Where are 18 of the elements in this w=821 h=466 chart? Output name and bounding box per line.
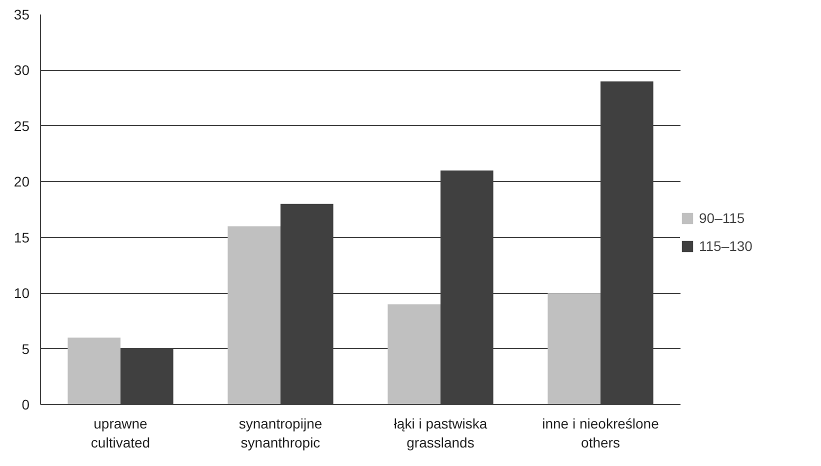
- x-tick-label: uprawne cultivated: [90, 416, 150, 451]
- y-tick-label: 15: [14, 229, 30, 246]
- bar: [548, 293, 600, 404]
- bar: [388, 304, 440, 404]
- y-tick-label: 35: [14, 6, 30, 22]
- y-tick-label: 10: [14, 285, 30, 302]
- x-tick-label: inne i nieokreślone others: [542, 416, 660, 451]
- y-tick-label: 5: [22, 340, 30, 357]
- y-tick-label: 30: [14, 62, 30, 78]
- y-tick-label: 0: [22, 396, 30, 412]
- bar: [228, 226, 280, 404]
- y-tick-label: 25: [14, 118, 30, 134]
- legend-label: 90–115: [699, 210, 746, 226]
- bar: [68, 338, 120, 404]
- x-tick-label: łąki i pastwiska grasslands: [394, 416, 488, 451]
- legend-label: 115–130: [699, 238, 754, 254]
- y-tick-label: 20: [14, 174, 30, 190]
- x-tick-label: synantropijne synanthropic: [238, 416, 322, 451]
